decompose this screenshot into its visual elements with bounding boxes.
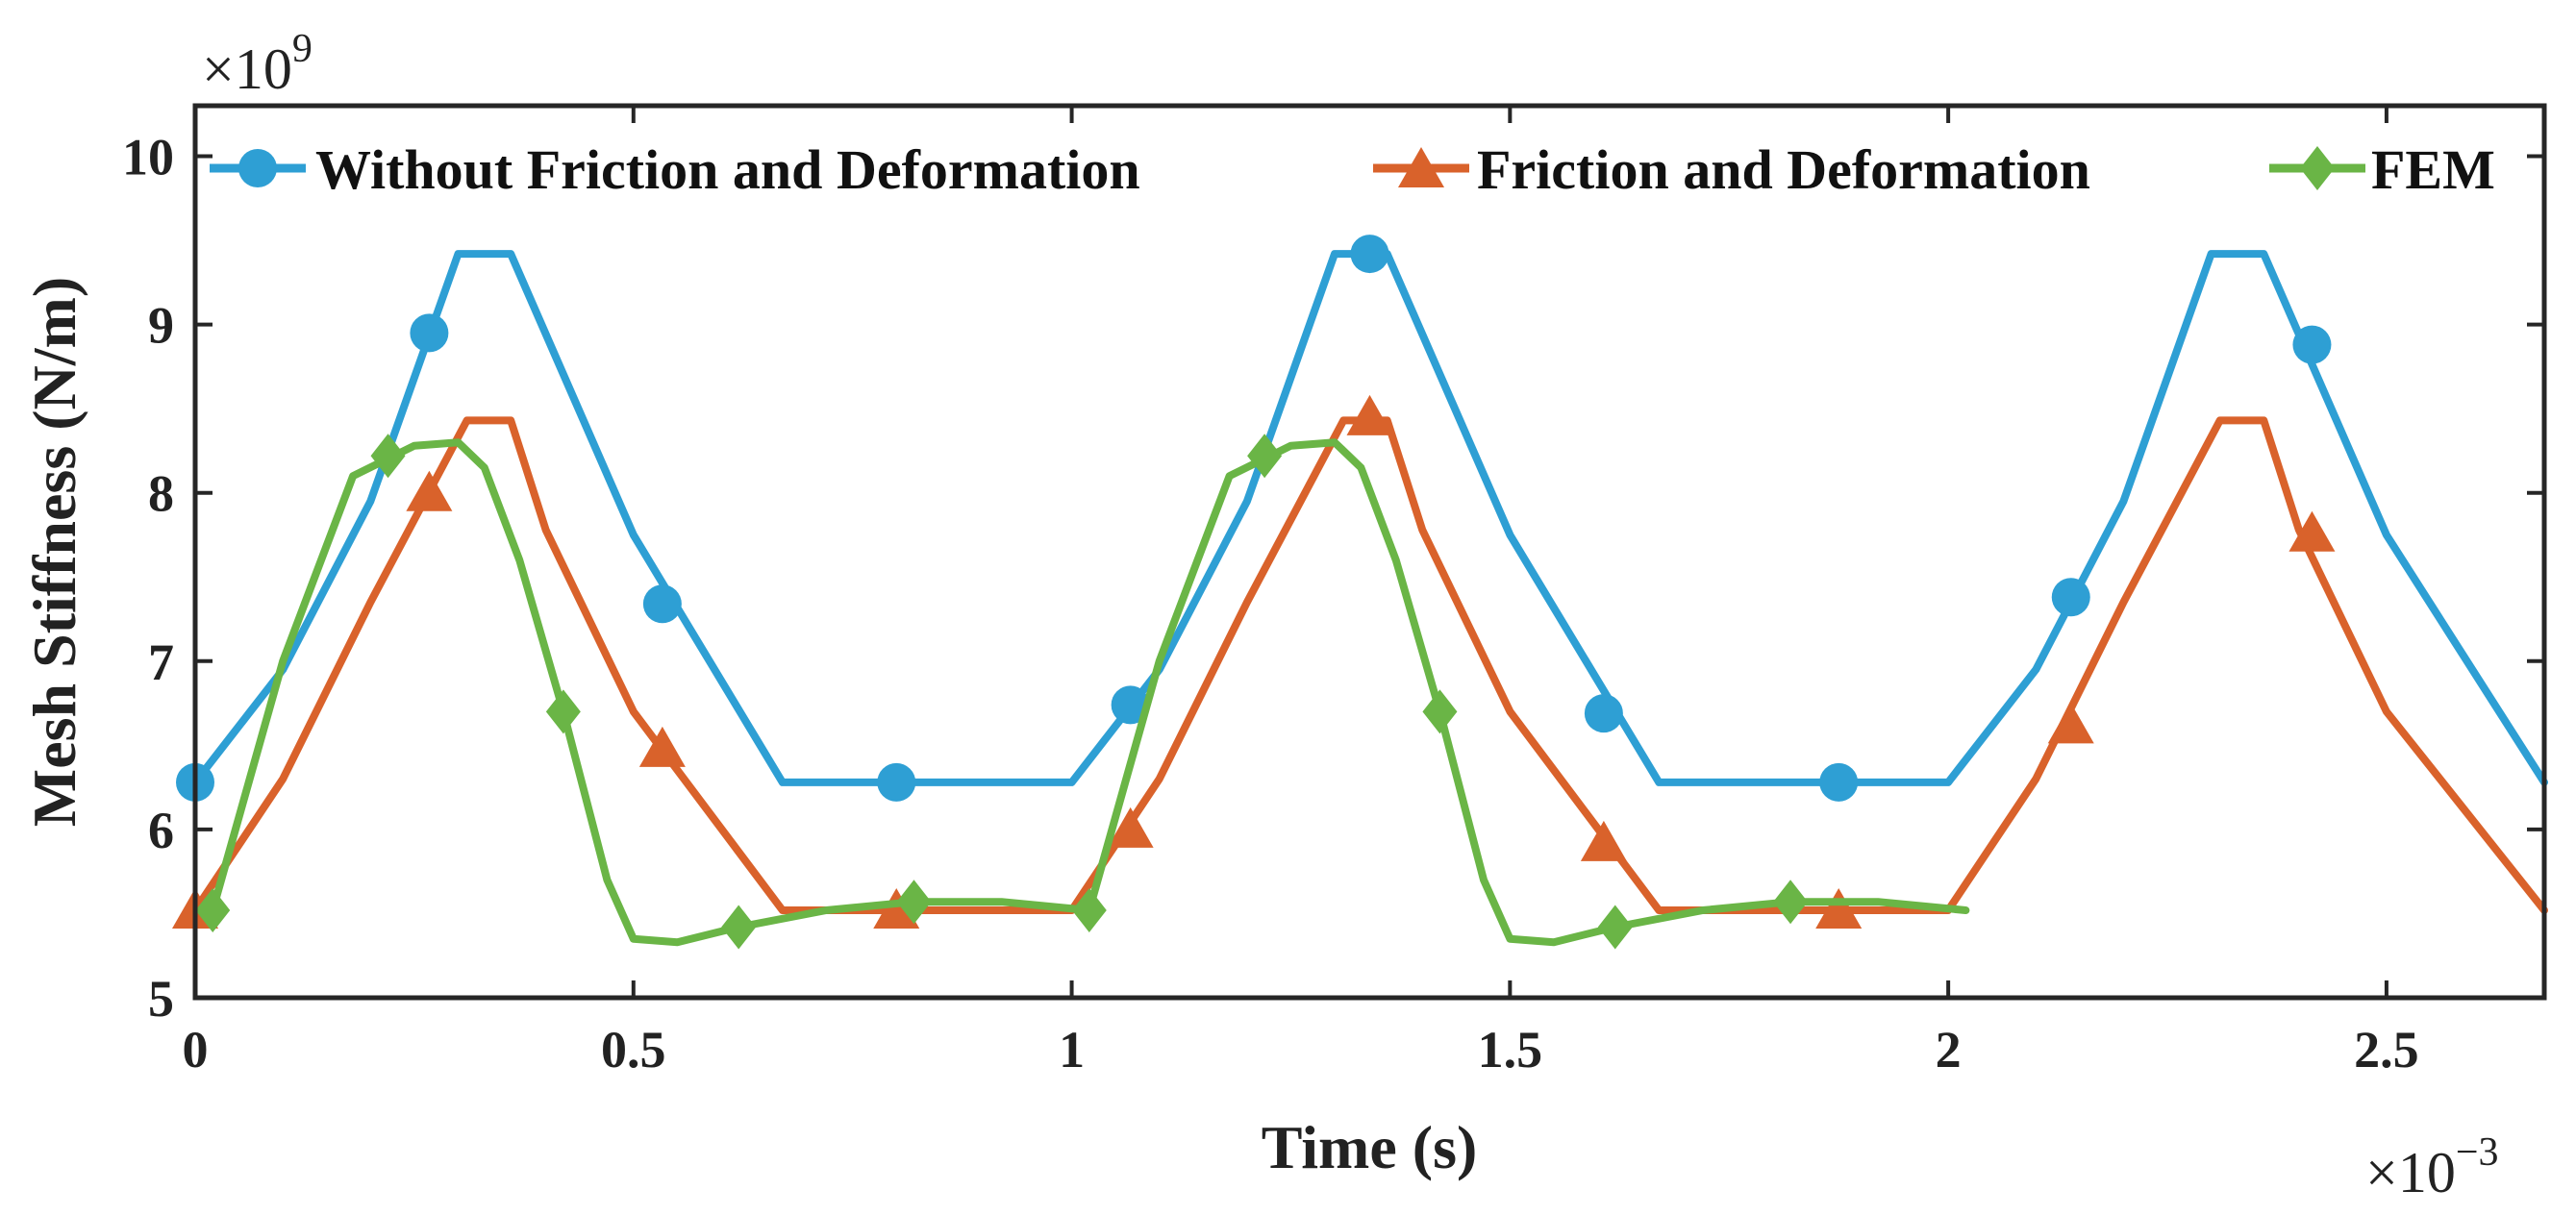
legend-marker-diamond: [2300, 146, 2335, 190]
data-point-triangle: [406, 470, 453, 511]
x-multiplier-base: ×10: [2365, 1141, 2456, 1204]
data-point-diamond: [545, 689, 581, 734]
data-point-diamond: [1247, 434, 1283, 479]
x-axis-title: Time (s): [1262, 1113, 1478, 1181]
data-point-diamond: [1597, 905, 1633, 950]
legend-item-without-friction: Without Friction and Deformation: [210, 138, 1140, 201]
data-point-triangle: [1346, 394, 1393, 435]
x-tick-label: 0: [183, 1021, 209, 1079]
data-point-diamond: [370, 434, 406, 479]
data-point-circle: [2292, 325, 2332, 364]
x-tick-label: 2: [1936, 1021, 1962, 1079]
series-layer: [172, 235, 2548, 950]
data-point-diamond: [721, 905, 757, 950]
legend: Without Friction and Deformation Frictio…: [210, 138, 2495, 201]
y-multiplier-base: ×10: [202, 37, 292, 101]
data-point-diamond: [1071, 887, 1107, 932]
data-point-triangle: [1107, 806, 1154, 848]
data-point-triangle: [2047, 703, 2094, 744]
y-tick-label: 6: [148, 802, 174, 859]
data-point-diamond: [1773, 880, 1809, 925]
y-axis-multiplier: ×109: [202, 27, 313, 101]
data-point-circle: [1819, 762, 1859, 802]
data-point-triangle: [1815, 887, 1863, 929]
y-tick-label: 5: [148, 970, 174, 1028]
y-multiplier-exponent: 9: [292, 27, 313, 71]
y-tick-label: 9: [148, 297, 174, 355]
data-point-circle: [410, 313, 449, 353]
x-tick-label: 2.5: [2354, 1021, 2419, 1079]
legend-label-fem: FEM: [2371, 138, 2495, 201]
data-point-circle: [1350, 235, 1389, 274]
legend-marker-triangle: [1398, 147, 1444, 187]
x-axis-multiplier: ×10−3: [2365, 1130, 2499, 1204]
series-line-without-friction-and-deformation: [191, 250, 2548, 786]
data-point-circle: [642, 584, 682, 624]
x-tick-label: 1: [1059, 1021, 1085, 1079]
data-point-triangle: [873, 887, 920, 929]
legend-item-friction: Friction and Deformation: [1373, 138, 2090, 201]
data-point-triangle: [2288, 510, 2336, 552]
legend-label-without-friction: Without Friction and Deformation: [315, 138, 1140, 201]
data-point-circle: [1584, 694, 1623, 733]
y-tick-label: 10: [122, 129, 174, 186]
data-point-triangle: [1580, 820, 1627, 861]
data-point-diamond: [195, 887, 231, 932]
legend-item-fem: FEM: [2269, 138, 2495, 201]
x-tick-label: 0.5: [601, 1021, 666, 1079]
x-multiplier-exponent: −3: [2456, 1130, 2499, 1175]
plot-frame: [192, 103, 2547, 1001]
legend-marker-circle: [238, 149, 277, 187]
series-line-fem: [209, 438, 1970, 947]
data-point-circle: [1111, 685, 1150, 725]
y-tick-label: 8: [148, 465, 174, 523]
legend-label-friction: Friction and Deformation: [1477, 138, 2090, 201]
data-point-diamond: [1422, 689, 1458, 734]
data-point-circle: [2051, 578, 2090, 617]
y-axis-title: Mesh Stiffness (N/m): [20, 277, 88, 827]
x-tick-label: 1.5: [1478, 1021, 1543, 1079]
tick-layer: 0 0.5 1 1.5 2 2.5 5 6 7 8 9 10: [122, 106, 2544, 1079]
data-point-circle: [877, 762, 916, 802]
y-tick-label: 7: [148, 633, 174, 691]
data-point-diamond: [896, 880, 932, 925]
data-point-triangle: [638, 726, 686, 767]
